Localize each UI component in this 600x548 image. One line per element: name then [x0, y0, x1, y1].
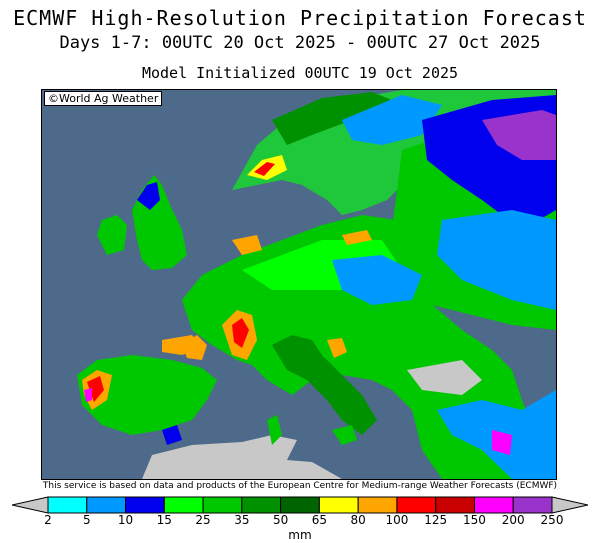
- colorbar-arrow-left: [12, 496, 49, 514]
- greece-dry: [407, 360, 482, 395]
- legend-colorbar: [12, 496, 588, 514]
- legend-tick-label: 65: [311, 513, 328, 527]
- scotland-blue: [137, 182, 160, 210]
- turkey-magenta: [492, 430, 512, 455]
- map-title: ECMWF High-Resolution Precipitation Fore…: [13, 6, 587, 30]
- north-africa: [142, 435, 342, 479]
- ireland: [97, 215, 127, 255]
- germany-coast-orange: [342, 230, 372, 245]
- precipitation-map: [41, 89, 557, 480]
- colorbar-segment: [125, 496, 165, 514]
- sardinia: [267, 415, 282, 445]
- colorbar-segment: [318, 496, 359, 514]
- legend-tick-label: 150: [463, 513, 486, 527]
- norway-heavy: [272, 92, 392, 145]
- portugal-magenta: [84, 388, 92, 402]
- russia-purple: [482, 110, 556, 160]
- colorbar-segment: [435, 496, 475, 514]
- legend-tick-label: 10: [117, 513, 134, 527]
- legend-unit: mm: [288, 528, 312, 542]
- colorbar-segment: [202, 496, 243, 514]
- colorbar-segment: [396, 496, 437, 514]
- map-subtitle: Days 1-7: 00UTC 20 Oct 2025 - 00UTC 27 O…: [59, 33, 541, 53]
- france-hotspot-1-core: [232, 318, 249, 348]
- model-init-line: Model Initialized 00UTC 19 Oct 2025: [141, 64, 459, 82]
- colorbar-segment: [357, 496, 398, 514]
- netherlands-orange: [232, 235, 262, 255]
- sicily: [332, 425, 357, 445]
- legend-tick-label: 5: [82, 513, 91, 527]
- colorbar-segment: [47, 496, 88, 514]
- colorbar-arrow-right: [551, 496, 588, 514]
- legend-tick-label: 80: [350, 513, 366, 527]
- colorbar-segment: [86, 496, 127, 514]
- scandinavia-blue: [342, 95, 442, 145]
- legend-tick-label: 25: [195, 513, 211, 527]
- spain-south-blue: [162, 425, 182, 445]
- legend-tick-label: 50: [272, 513, 289, 527]
- colorbar-segment: [163, 496, 204, 514]
- legend-tick-label: 200: [501, 513, 525, 527]
- italy: [272, 335, 377, 435]
- legend-tick-label: 250: [540, 513, 564, 527]
- alps-orange: [327, 338, 347, 358]
- belarus-blue: [437, 210, 556, 310]
- legend-tick-label: 125: [424, 513, 448, 527]
- poland-blue: [332, 255, 422, 305]
- colorbar-segment: [241, 496, 282, 514]
- spain-north-orange: [162, 335, 202, 355]
- legend-tick-label: 35: [234, 513, 250, 527]
- norway-coast-peak: [254, 162, 275, 176]
- colorbar-segment: [512, 496, 553, 514]
- colorbar-segment: [473, 496, 514, 514]
- copyright-credit: ©World Ag Weather: [44, 91, 163, 106]
- colorbar-segment: [280, 496, 320, 514]
- legend-tick-label: 2: [44, 513, 52, 527]
- ecmwf-disclaimer: This service is based on data and produc…: [42, 481, 558, 491]
- legend-tick-label: 100: [385, 513, 409, 527]
- portugal-red: [87, 376, 104, 402]
- legend-tick-label: 15: [156, 513, 172, 527]
